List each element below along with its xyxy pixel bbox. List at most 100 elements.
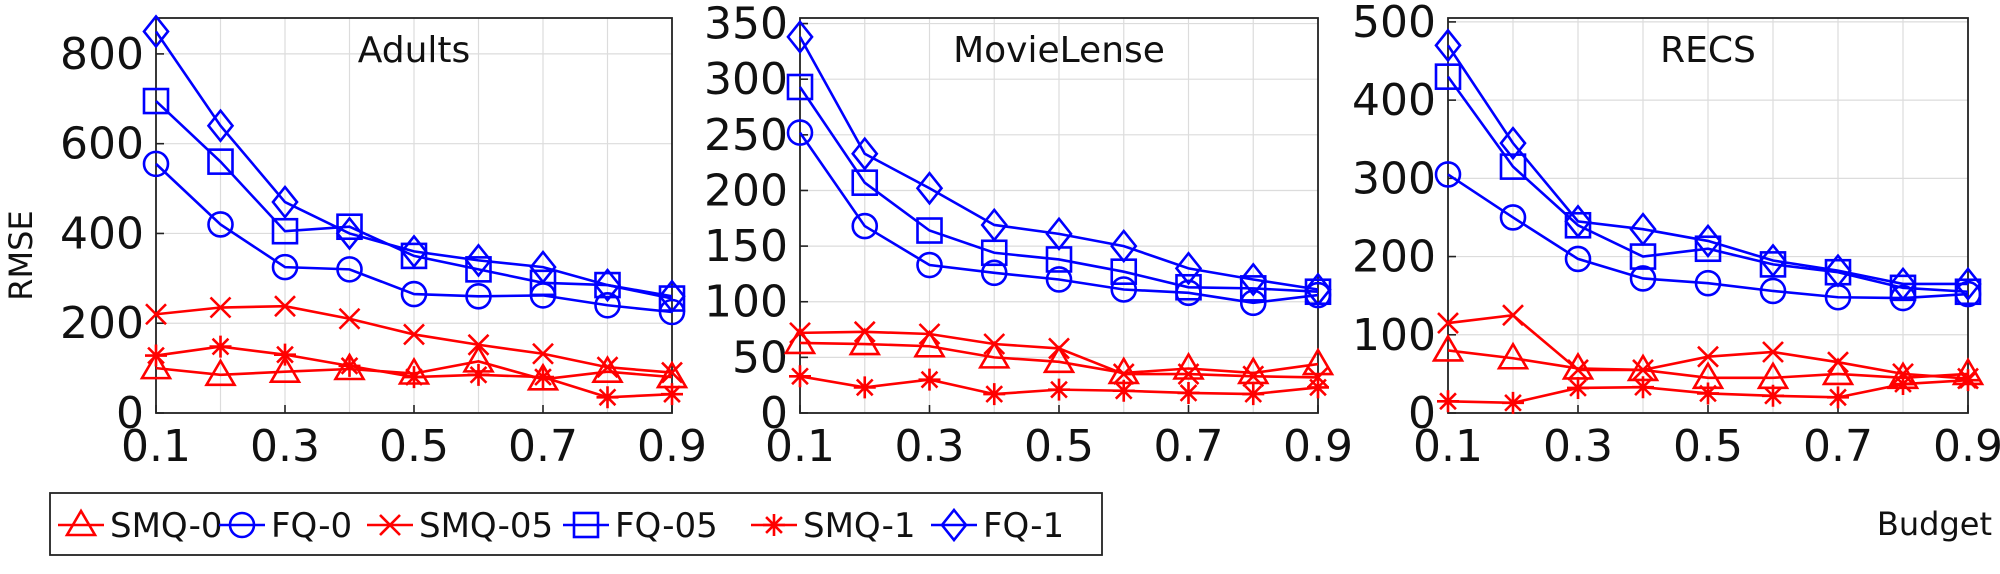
- data-point: [336, 213, 363, 241]
- x-tick-label: 0.5: [1673, 421, 1743, 472]
- data-point: [977, 340, 1011, 369]
- data-point: [209, 335, 232, 358]
- data-point: [1694, 269, 1722, 297]
- data-point: [851, 169, 879, 196]
- legend-marker: [228, 511, 256, 539]
- series-smq-0: [783, 326, 1335, 385]
- data-point: [1045, 246, 1073, 273]
- data-point: [593, 267, 622, 303]
- legend-marker: [64, 508, 98, 537]
- data-point: [661, 361, 683, 384]
- data-point: [532, 342, 554, 365]
- x-tick-label: 0.9: [637, 421, 707, 472]
- data-point: [661, 383, 683, 406]
- y-tick-label: 150: [704, 221, 788, 272]
- x-axis-label: Budget: [1877, 505, 1992, 543]
- x-tick-label: 0.9: [1933, 421, 2000, 472]
- data-point: [851, 212, 879, 240]
- legend-label: FQ-05: [615, 506, 718, 546]
- data-point: [1110, 258, 1138, 285]
- legend-item-fq-1: FQ-1: [931, 506, 1064, 546]
- data-point: [1499, 153, 1527, 180]
- data-point: [1954, 280, 1982, 308]
- data-point: [204, 358, 237, 387]
- data-point: [1434, 28, 1462, 63]
- data-point: [139, 351, 173, 380]
- data-point: [1239, 289, 1267, 317]
- data-point: [206, 108, 235, 143]
- data-point: [465, 282, 492, 310]
- data-point: [916, 217, 943, 244]
- data-point: [1632, 376, 1654, 399]
- data-point: [207, 211, 234, 238]
- data-point: [594, 271, 621, 299]
- data-point: [1236, 356, 1270, 385]
- legend-marker: [572, 511, 600, 539]
- data-point: [1177, 381, 1200, 404]
- data-point: [1889, 284, 1917, 312]
- data-point: [789, 365, 811, 388]
- y-tick-label: 800: [60, 29, 144, 80]
- data-point: [1431, 333, 1465, 362]
- legend-marker: [763, 514, 785, 536]
- data-point: [1759, 251, 1787, 278]
- legend-item-fq-05: FQ-05: [563, 506, 718, 546]
- data-point: [1496, 341, 1530, 370]
- data-point: [918, 368, 941, 391]
- y-tick-label: 200: [1352, 232, 1436, 283]
- panel-title: RECS: [1660, 30, 1756, 71]
- data-point: [1045, 216, 1073, 251]
- data-point: [1824, 283, 1852, 311]
- data-point: [403, 366, 425, 389]
- data-point: [1048, 378, 1070, 401]
- x-tick-label: 0.1: [1413, 421, 1483, 472]
- data-point: [209, 296, 232, 319]
- series-line: [798, 86, 1319, 294]
- data-point: [1301, 347, 1335, 376]
- data-point: [1110, 229, 1138, 264]
- data-point: [1239, 262, 1267, 297]
- series-line: [1447, 349, 1969, 380]
- series-smq-1: [1437, 369, 1979, 414]
- data-point: [532, 366, 554, 389]
- data-point: [916, 251, 943, 279]
- data-point: [274, 295, 296, 318]
- data-point: [1112, 379, 1135, 402]
- series-fq-0: [1434, 161, 1982, 312]
- data-point: [1437, 312, 1459, 334]
- data-point: [1174, 251, 1203, 286]
- data-point: [142, 14, 170, 49]
- data-point: [1110, 276, 1138, 303]
- data-point: [1499, 204, 1527, 231]
- data-point: [145, 303, 167, 326]
- y-axis-label: RMSE: [2, 210, 40, 300]
- data-point: [1304, 281, 1332, 309]
- x-tick-label: 0.7: [1154, 421, 1224, 472]
- data-point: [1437, 390, 1459, 413]
- data-point: [980, 239, 1008, 267]
- y-tick-label: 300: [704, 54, 788, 105]
- data-point: [467, 363, 490, 386]
- data-point: [1042, 345, 1076, 374]
- data-point: [1821, 357, 1855, 386]
- y-tick-label: 100: [1352, 310, 1436, 361]
- data-point: [271, 217, 299, 245]
- legend-label: SMQ-05: [419, 506, 553, 546]
- data-point: [1172, 351, 1205, 380]
- data-point: [207, 148, 234, 175]
- x-tick-label: 0.5: [1024, 421, 1094, 472]
- x-tick-label: 0.3: [1543, 421, 1613, 472]
- series-smq-05: [145, 295, 683, 384]
- data-point: [1892, 373, 1914, 396]
- data-point: [1629, 265, 1657, 292]
- y-tick-label: 0: [760, 388, 788, 439]
- data-point: [271, 184, 299, 220]
- data-point: [464, 243, 493, 278]
- series-line: [155, 162, 673, 314]
- y-tick-label: 600: [60, 119, 144, 170]
- data-point: [271, 253, 299, 281]
- data-point: [1697, 345, 1719, 368]
- data-point: [1564, 211, 1592, 239]
